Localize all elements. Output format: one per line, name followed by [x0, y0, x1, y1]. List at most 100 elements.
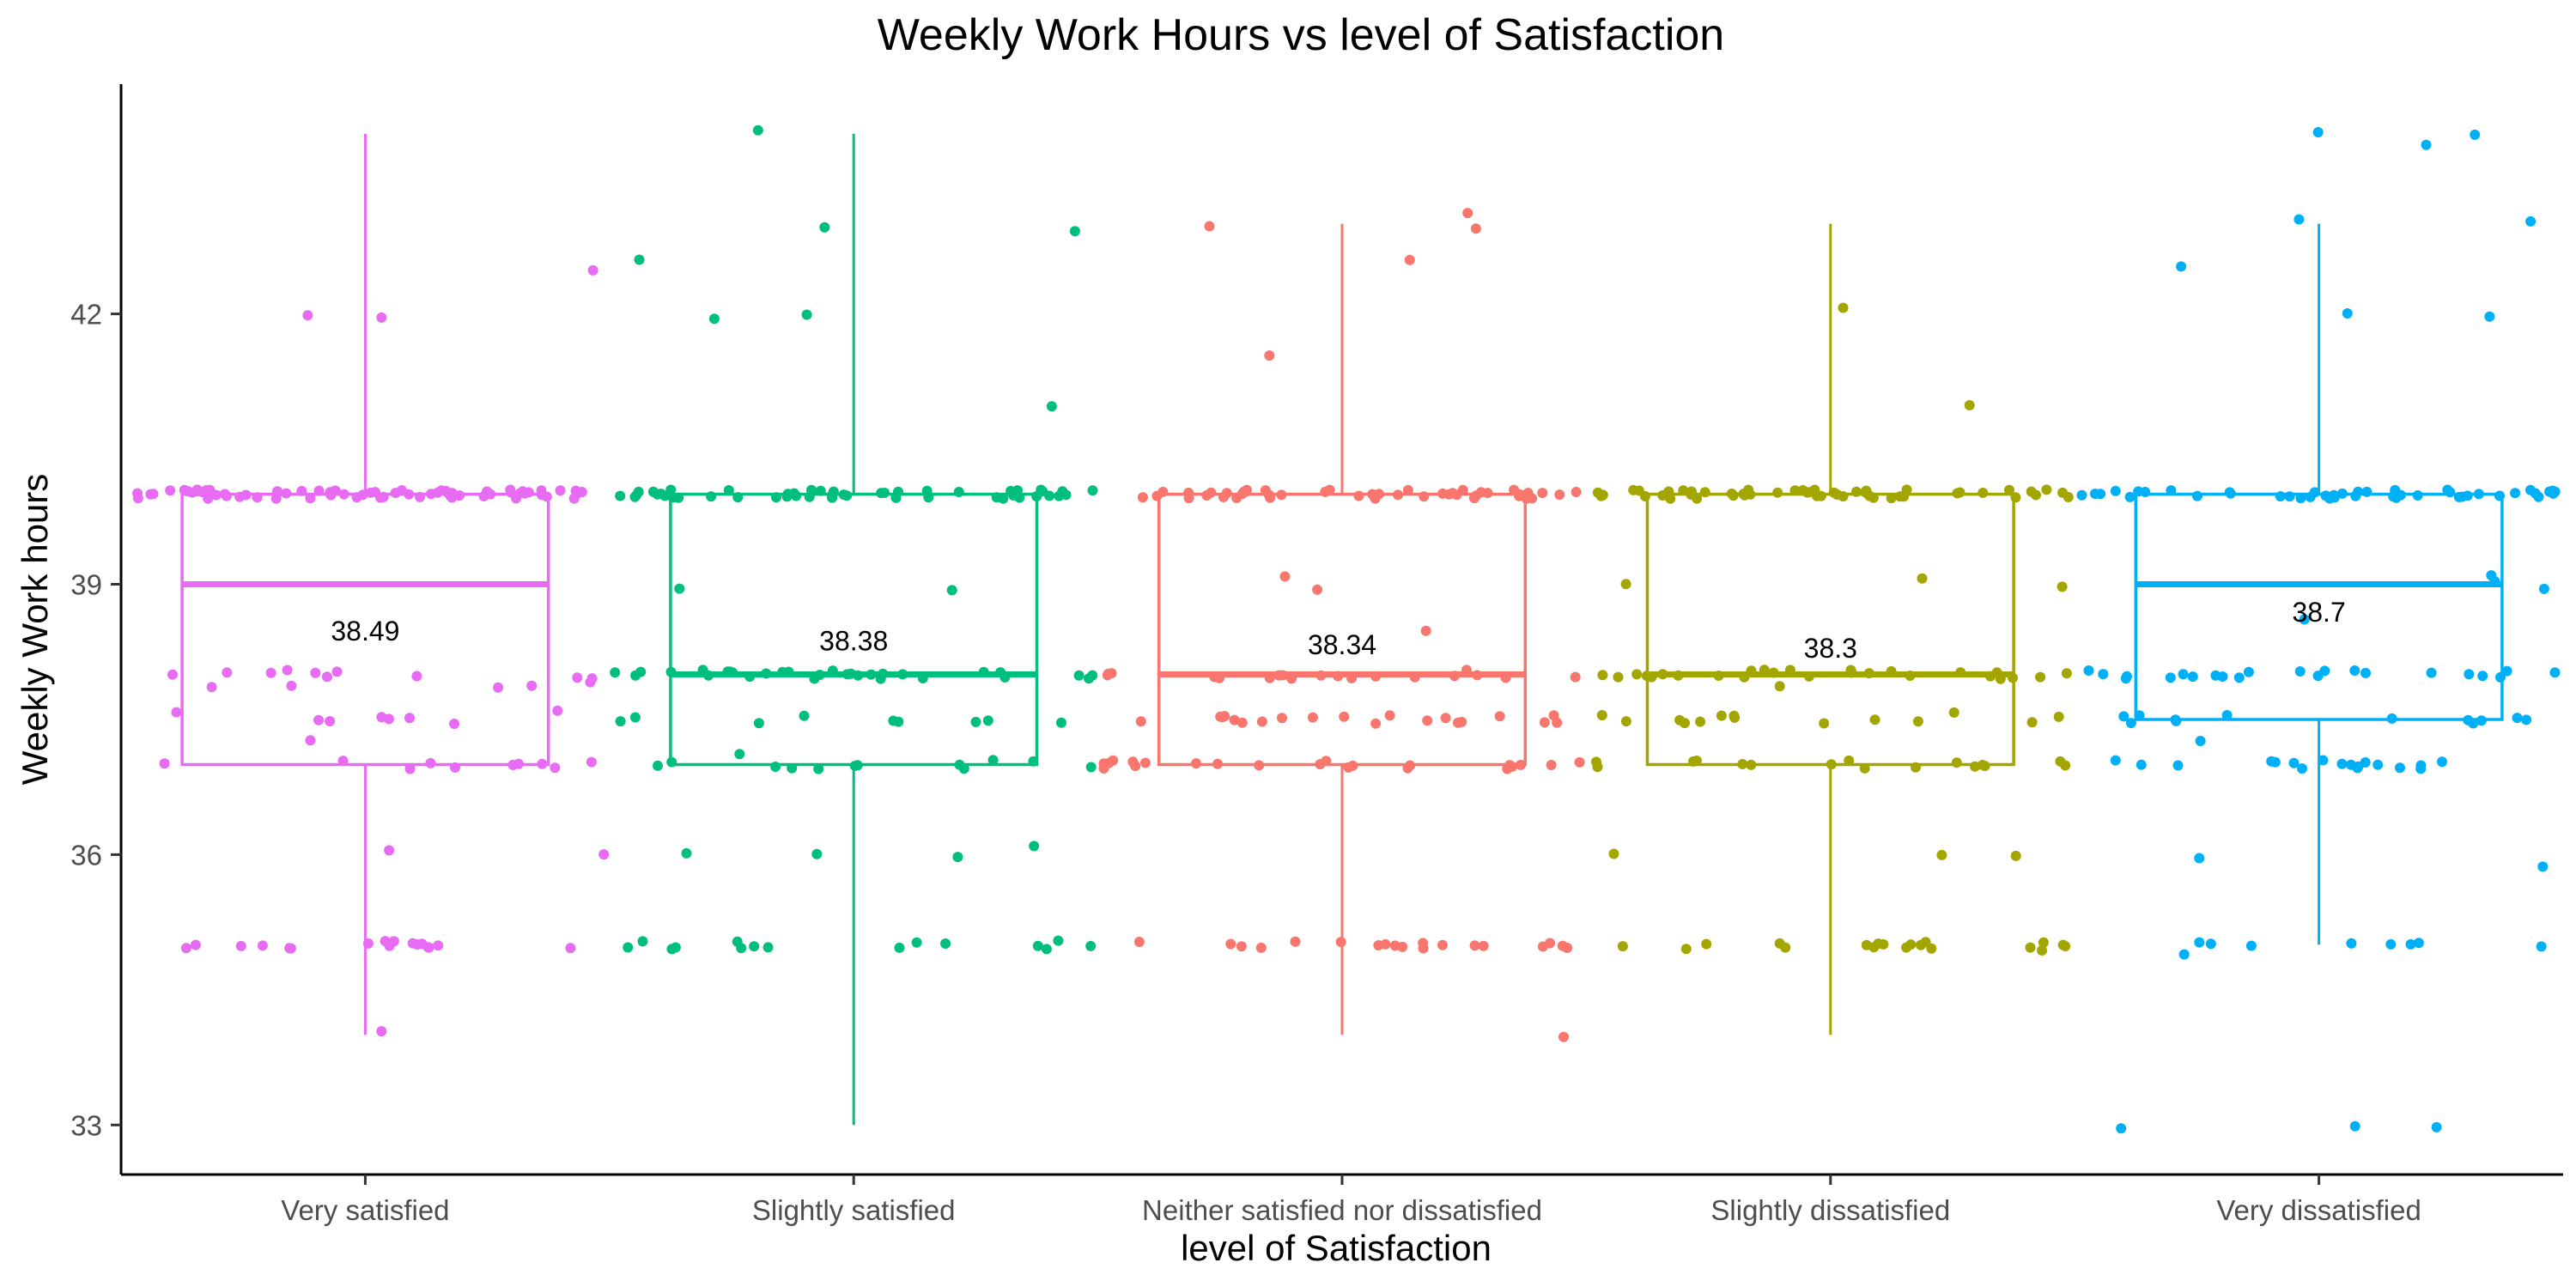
- data-point: [1098, 758, 1109, 769]
- data-point: [1546, 760, 1557, 770]
- data-point: [550, 762, 561, 774]
- data-point: [2110, 485, 2121, 496]
- data-point: [1507, 761, 1518, 772]
- data-point: [1948, 707, 1959, 718]
- axis-ticks: 33 36 39 42 Very satisfied Slightly satisfied…: [70, 299, 2421, 1226]
- data-point: [587, 264, 598, 276]
- data-point: [1204, 221, 1215, 232]
- data-point: [449, 719, 459, 729]
- data-point: [1613, 671, 1624, 683]
- data-point: [1041, 944, 1052, 955]
- data-point: [2421, 139, 2432, 150]
- data-point: [2037, 945, 2048, 956]
- data-point: [2544, 486, 2555, 497]
- data-point: [911, 937, 922, 948]
- data-point: [1225, 938, 1236, 950]
- data-point: [1370, 718, 1382, 729]
- data-point: [1032, 940, 1043, 951]
- data-point: [2477, 671, 2488, 682]
- data-point: [1592, 487, 1603, 498]
- data-point: [2120, 673, 2131, 684]
- data-point: [2136, 759, 2147, 770]
- data-point: [384, 845, 395, 856]
- data-point: [1554, 489, 1565, 501]
- data-point: [1494, 711, 1505, 722]
- data-point: [2233, 672, 2245, 683]
- data-point: [2533, 491, 2544, 502]
- data-point: [2464, 669, 2475, 680]
- data-point: [1053, 935, 1064, 946]
- data-point: [2031, 489, 2041, 501]
- data-point: [1917, 573, 1928, 584]
- x-tick-label: Neither satisfied nor dissatisfied: [1142, 1194, 1542, 1226]
- data-point: [1537, 488, 1548, 499]
- data-point: [2176, 261, 2187, 272]
- data-point: [222, 667, 233, 678]
- data-point: [235, 940, 246, 951]
- data-point: [313, 714, 324, 725]
- data-point: [576, 487, 587, 497]
- data-point: [637, 936, 648, 947]
- data-point: [2221, 710, 2233, 720]
- data-point: [615, 716, 626, 727]
- data-point: [1680, 944, 1692, 955]
- data-point: [171, 707, 182, 718]
- data-point: [1029, 841, 1040, 852]
- data-point: [1380, 938, 1391, 950]
- data-point: [1256, 716, 1267, 727]
- data-point: [1695, 716, 1706, 727]
- data-point: [132, 493, 143, 504]
- data-point: [1912, 716, 1923, 727]
- data-point: [2041, 484, 2052, 495]
- data-point: [2372, 759, 2384, 770]
- data-point: [505, 487, 516, 498]
- data-point: [2076, 489, 2087, 501]
- data-point: [2095, 489, 2106, 500]
- data-point: [1780, 942, 1791, 953]
- y-tick-label: 36: [70, 839, 102, 871]
- data-point: [2431, 1121, 2442, 1132]
- data-point: [286, 680, 297, 691]
- data-point: [568, 493, 580, 504]
- data-point: [708, 313, 720, 325]
- data-point: [753, 718, 764, 729]
- data-point: [1878, 938, 1889, 950]
- data-point: [598, 849, 610, 860]
- data-point: [2083, 665, 2094, 676]
- data-point: [1339, 711, 1350, 722]
- data-point: [2349, 665, 2360, 676]
- data-point: [586, 756, 597, 768]
- data-point: [1046, 401, 1057, 412]
- data-point: [411, 671, 422, 682]
- data-point: [1562, 943, 1573, 953]
- data-point: [2057, 581, 2068, 592]
- data-point: [1608, 848, 1619, 859]
- data-point: [1140, 757, 1151, 768]
- data-point: [1539, 717, 1550, 728]
- data-point: [1901, 484, 1912, 495]
- data-point: [819, 222, 830, 233]
- data-point: [1456, 716, 1467, 727]
- data-point: [321, 671, 332, 683]
- data-point: [674, 583, 685, 594]
- data-point: [1964, 400, 1975, 410]
- data-point: [2484, 311, 2495, 322]
- data-point: [2245, 940, 2257, 951]
- data-point: [282, 665, 293, 676]
- data-point: [552, 705, 563, 716]
- data-point: [2110, 755, 2121, 766]
- data-point: [799, 710, 810, 721]
- x-tick-label: Slightly dissatisfied: [1710, 1194, 1950, 1226]
- data-point: [2178, 669, 2189, 680]
- data-point: [2318, 755, 2329, 766]
- data-point: [2194, 853, 2205, 864]
- data-point: [376, 312, 387, 323]
- data-point: [752, 124, 763, 136]
- data-point: [257, 940, 268, 951]
- data-point: [1772, 487, 1783, 498]
- x-axis-label: level of Satisfaction: [1181, 1228, 1492, 1268]
- data-point: [1133, 937, 1145, 947]
- data-point: [586, 673, 598, 684]
- data-point: [2053, 711, 2064, 722]
- data-point: [1404, 254, 1415, 265]
